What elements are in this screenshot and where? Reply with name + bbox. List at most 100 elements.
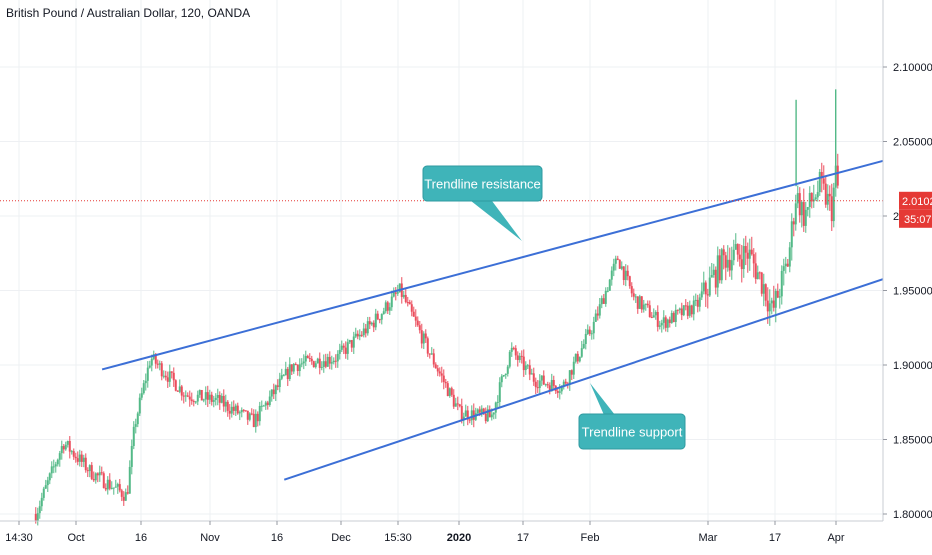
candle-body: [418, 325, 421, 331]
candle-body: [82, 457, 85, 462]
candle-body: [234, 405, 237, 411]
candle-body: [172, 372, 175, 381]
candle-body: [342, 345, 345, 348]
candle-body: [298, 364, 301, 372]
candle-body: [480, 408, 483, 413]
candle-body: [540, 375, 543, 381]
candle-body: [622, 266, 625, 281]
candle-body: [176, 390, 179, 392]
candle-body: [272, 389, 275, 395]
candle-body: [618, 259, 621, 269]
candle-body: [824, 183, 827, 205]
candle-body: [158, 363, 161, 365]
x-tick-label: Dec: [331, 532, 351, 544]
candle-body: [710, 275, 713, 278]
candle-body: [428, 353, 431, 355]
candle-body: [766, 300, 769, 312]
candle-body: [614, 258, 617, 264]
candle-body: [124, 492, 127, 501]
candle-body: [648, 305, 651, 317]
candle-body: [344, 347, 347, 354]
candle-body: [362, 328, 365, 336]
candle-body: [724, 255, 727, 268]
candle-body: [446, 383, 449, 397]
candle-body: [302, 361, 305, 364]
candle-body: [56, 459, 59, 465]
candle-body: [802, 202, 805, 226]
candle-body: [794, 203, 797, 225]
callout-trendline-resistance[interactable]: Trendline resistance: [422, 165, 543, 241]
candle-body: [828, 193, 831, 197]
candle-body: [502, 374, 505, 377]
candle-body: [746, 252, 749, 259]
candle-body: [448, 388, 451, 397]
candle-body: [268, 396, 271, 406]
trendline-resistance[interactable]: [101, 156, 895, 371]
candle-body: [672, 313, 675, 322]
candle-body: [620, 266, 623, 269]
candle-body: [68, 440, 71, 452]
candle-body: [84, 457, 87, 471]
candle-body: [530, 373, 533, 375]
candle-body: [242, 409, 245, 411]
candle-body: [470, 410, 473, 421]
trendline-support[interactable]: [283, 273, 899, 481]
candle-body: [776, 290, 779, 298]
candle-body: [762, 284, 765, 294]
candle-body: [188, 396, 191, 400]
candle-body: [322, 361, 325, 367]
candle-body: [788, 247, 791, 267]
candle-body: [64, 444, 67, 450]
candle-body: [602, 298, 605, 304]
callouts[interactable]: Trendline resistance Trendline support: [422, 165, 686, 450]
candle-body: [682, 305, 685, 316]
candle-body: [300, 363, 303, 365]
candle-body: [630, 286, 633, 294]
candle-body: [294, 364, 297, 366]
candle-body: [596, 313, 599, 316]
candle-body: [670, 313, 673, 323]
candle-body: [790, 221, 793, 248]
candle-body: [340, 345, 343, 350]
callout-trendline-support[interactable]: Trendline support: [578, 383, 686, 450]
callout-label: Trendline resistance: [424, 177, 541, 192]
candle-body: [388, 307, 391, 311]
candle-body: [640, 296, 643, 310]
candle-body: [486, 409, 489, 422]
candle-body: [194, 401, 197, 403]
candle-body: [386, 302, 389, 311]
candle-body: [668, 319, 671, 323]
candle-body: [348, 340, 351, 343]
candle-body: [42, 488, 45, 498]
candle-body: [288, 364, 291, 380]
candle-body: [434, 364, 437, 369]
candle-body: [816, 192, 819, 198]
candle-body: [218, 395, 221, 403]
candle-body: [34, 514, 37, 522]
callout-box: [422, 165, 543, 202]
candle-body: [232, 406, 235, 411]
candle-body: [690, 305, 693, 315]
candle-body: [694, 299, 697, 301]
candle-body: [140, 393, 143, 398]
candle-body: [534, 381, 537, 388]
candle-body: [282, 375, 285, 377]
candle-body: [608, 279, 611, 291]
x-tick-label: 15:30: [384, 532, 412, 544]
candle-body: [548, 385, 551, 392]
candle-body: [142, 383, 145, 394]
candle-body: [206, 392, 209, 400]
candle-body: [58, 453, 61, 460]
candle-body: [118, 484, 121, 491]
price-scale-background: [883, 0, 932, 550]
candle-body: [214, 397, 217, 401]
candle-body: [752, 254, 755, 264]
candle-body: [144, 380, 147, 384]
candle-body: [756, 272, 759, 280]
candle-body: [552, 379, 555, 386]
candle-body: [832, 187, 835, 222]
candle-body: [634, 296, 637, 298]
